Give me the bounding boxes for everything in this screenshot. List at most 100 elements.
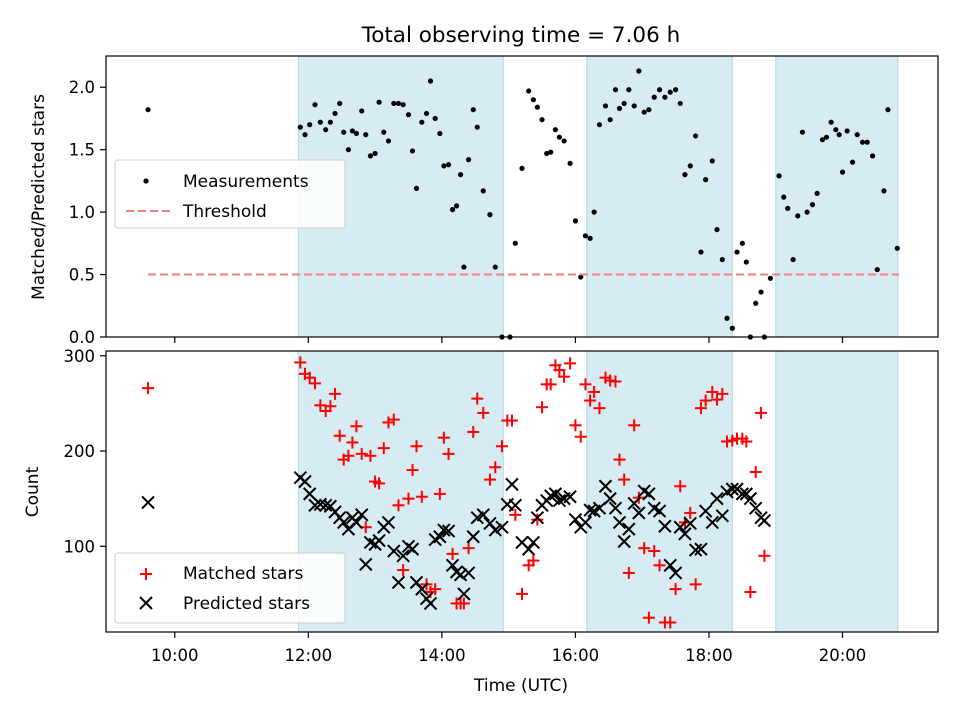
matched-stars-point bbox=[505, 414, 518, 427]
matched-stars-point bbox=[628, 419, 641, 432]
measurement-point bbox=[753, 300, 759, 306]
matched-stars-point bbox=[684, 506, 697, 519]
measurement-point bbox=[767, 275, 773, 281]
x-tick-label: 10:00 bbox=[151, 646, 199, 665]
measurement-point bbox=[709, 158, 715, 164]
measurement-point bbox=[400, 102, 406, 108]
predicted-stars-point bbox=[433, 530, 447, 544]
matched-stars-point bbox=[294, 356, 307, 369]
measurement-point bbox=[781, 194, 787, 200]
measurement-point bbox=[474, 124, 480, 130]
measurement-point bbox=[714, 226, 720, 233]
observing-window-band bbox=[586, 56, 733, 337]
measurement-point bbox=[839, 169, 846, 175]
y-tick-label: 300 bbox=[64, 347, 96, 366]
predicted-stars-point bbox=[488, 523, 502, 537]
measurement-point bbox=[795, 213, 801, 219]
measurement-point bbox=[145, 107, 151, 113]
predicted-stars-point bbox=[552, 493, 567, 508]
ratio-y-axis-label: Matched/Predicted stars bbox=[29, 94, 49, 300]
matched-stars-point bbox=[392, 499, 405, 512]
predicted-stars-point bbox=[598, 479, 613, 493]
measurement-point bbox=[480, 188, 486, 194]
measurement-point bbox=[799, 129, 806, 135]
y-tick-label: 1.0 bbox=[69, 203, 95, 222]
matched-stars-point bbox=[377, 442, 390, 455]
measurement-point bbox=[376, 99, 382, 105]
measurement-point bbox=[441, 163, 447, 169]
matched-stars-point bbox=[642, 611, 655, 624]
predicted-stars-point bbox=[526, 535, 541, 550]
predicted-stars-point bbox=[698, 504, 713, 518]
predicted-stars-point bbox=[381, 515, 396, 530]
matched-stars-point bbox=[536, 401, 549, 414]
count-plot-area bbox=[141, 356, 772, 629]
measurement-point bbox=[519, 165, 525, 171]
predicted-stars-point bbox=[592, 501, 607, 515]
predicted-stars-point bbox=[749, 501, 763, 515]
predicted-stars-point bbox=[608, 501, 623, 515]
matched-stars-point bbox=[558, 370, 571, 383]
measurement-point bbox=[739, 240, 745, 246]
y-tick-label: 0.5 bbox=[69, 266, 95, 285]
matched-stars-point bbox=[442, 447, 455, 460]
measurement-point bbox=[307, 122, 313, 128]
measurement-point bbox=[363, 132, 369, 138]
ratio-plot-area bbox=[145, 68, 900, 340]
predicted-stars-point bbox=[688, 543, 703, 557]
matched-stars-point bbox=[489, 461, 502, 474]
y-tick-label: 2.0 bbox=[69, 78, 95, 97]
matched-stars-point bbox=[387, 413, 400, 426]
measurement-point bbox=[785, 205, 791, 211]
matched-stars-point bbox=[429, 583, 442, 596]
measurement-point bbox=[881, 188, 887, 194]
measurement-point bbox=[804, 209, 810, 215]
measurement-point bbox=[616, 105, 623, 112]
measurement-point bbox=[874, 266, 880, 273]
predicted-stars-point bbox=[678, 527, 692, 541]
measurement-point bbox=[552, 127, 558, 133]
matched-stars-point bbox=[483, 473, 496, 486]
matched-stars-point bbox=[574, 430, 587, 443]
matched-stars-point bbox=[467, 425, 480, 438]
predicted-stars-point bbox=[391, 575, 406, 590]
observing-window-band bbox=[586, 351, 733, 632]
ratio-legend-box bbox=[114, 159, 346, 229]
matched-stars-point bbox=[749, 465, 762, 478]
measurement-point bbox=[864, 139, 870, 145]
predicted-stars-point bbox=[705, 515, 720, 530]
legend-matched-label: Matched stars bbox=[183, 564, 303, 584]
matched-stars-point bbox=[618, 473, 631, 486]
measurement-point bbox=[312, 102, 318, 108]
measurement-point bbox=[317, 119, 323, 125]
measurement-point bbox=[582, 233, 589, 239]
predicted-stars-point bbox=[710, 491, 724, 506]
predicted-stars-point bbox=[632, 506, 646, 520]
predicted-stars-point bbox=[349, 515, 364, 530]
predicted-stars-point bbox=[308, 498, 322, 513]
measurement-point bbox=[409, 148, 416, 154]
predicted-stars-point bbox=[495, 520, 509, 534]
matched-stars-point bbox=[553, 364, 566, 377]
predicted-stars-point bbox=[548, 487, 563, 501]
matched-stars-point bbox=[402, 492, 415, 505]
measurement-point bbox=[836, 132, 842, 138]
count-y-axis-label: Count bbox=[23, 466, 43, 517]
legend-predicted-marker bbox=[139, 596, 153, 610]
count-legend-box bbox=[114, 552, 346, 624]
predicted-stars-point bbox=[725, 482, 740, 496]
x-axis-label: Time (UTC) bbox=[473, 676, 568, 696]
measurement-point bbox=[693, 133, 699, 139]
predicted-stars-point bbox=[735, 487, 750, 501]
measurement-point bbox=[854, 132, 860, 138]
predicted-stars-point bbox=[476, 508, 490, 522]
x-tick-label: 12:00 bbox=[285, 646, 333, 665]
predicted-stars-point bbox=[563, 490, 577, 504]
measurement-point bbox=[327, 119, 333, 125]
matched-stars-point bbox=[744, 585, 757, 598]
measurement-point bbox=[381, 129, 387, 135]
predicted-stars-point bbox=[642, 487, 656, 501]
measurement-point bbox=[894, 245, 900, 251]
measurement-point bbox=[419, 119, 425, 125]
predicted-stars-point bbox=[530, 510, 545, 525]
